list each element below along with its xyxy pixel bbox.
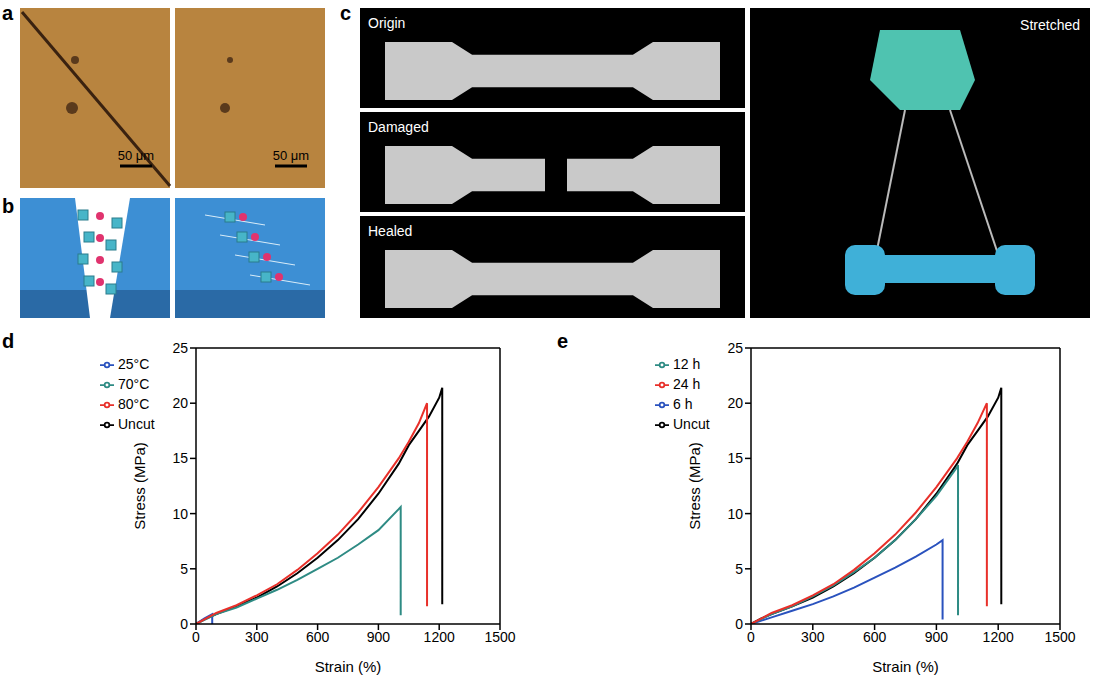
html-text:12 h: 12 h bbox=[673, 356, 701, 372]
svg-text:600: 600 bbox=[863, 629, 887, 645]
svg-text:Origin: Origin bbox=[368, 15, 405, 31]
svg-text:1500: 1500 bbox=[1044, 629, 1075, 645]
svg-text:300: 300 bbox=[245, 629, 269, 645]
svg-text:Strain (%): Strain (%) bbox=[315, 658, 382, 675]
svg-text:1200: 1200 bbox=[983, 629, 1014, 645]
html-text:24 h: 24 h bbox=[673, 376, 701, 392]
svg-text:50 μm: 50 μm bbox=[118, 148, 154, 163]
svg-text:1200: 1200 bbox=[424, 629, 455, 645]
svg-text:50 μm: 50 μm bbox=[273, 148, 309, 163]
html-text:25°C: 25°C bbox=[118, 356, 150, 372]
svg-text:0: 0 bbox=[192, 629, 200, 645]
svg-text:Healed: Healed bbox=[368, 223, 412, 239]
svg-text:0: 0 bbox=[747, 629, 755, 645]
svg-text:25: 25 bbox=[727, 340, 743, 356]
html-text:d: d bbox=[2, 330, 15, 352]
svg-text:5: 5 bbox=[180, 561, 188, 577]
svg-text:Strain (%): Strain (%) bbox=[872, 658, 939, 675]
svg-text:Stretched: Stretched bbox=[1020, 17, 1080, 33]
svg-text:20: 20 bbox=[727, 395, 743, 411]
svg-text:a: a bbox=[2, 2, 14, 24]
svg-text:15: 15 bbox=[727, 450, 743, 466]
svg-text:300: 300 bbox=[801, 629, 825, 645]
svg-text:15: 15 bbox=[172, 450, 188, 466]
svg-text:5: 5 bbox=[735, 561, 743, 577]
svg-text:0: 0 bbox=[735, 616, 743, 632]
svg-text:1500: 1500 bbox=[484, 629, 515, 645]
svg-text:20: 20 bbox=[172, 395, 188, 411]
html-text:e: e bbox=[557, 330, 569, 352]
svg-text:Damaged: Damaged bbox=[368, 119, 429, 135]
svg-text:600: 600 bbox=[306, 629, 330, 645]
html-text:Uncut: Uncut bbox=[673, 416, 710, 432]
html-text:Uncut: Uncut bbox=[118, 416, 155, 432]
svg-text:Stress (MPa): Stress (MPa) bbox=[131, 442, 148, 530]
html-text:70°C: 70°C bbox=[118, 376, 150, 392]
svg-text:b: b bbox=[2, 195, 14, 217]
svg-text:0: 0 bbox=[180, 616, 188, 632]
svg-text:Stress (MPa): Stress (MPa) bbox=[686, 442, 703, 530]
svg-text:10: 10 bbox=[727, 506, 743, 522]
svg-text:c: c bbox=[340, 2, 351, 24]
svg-text:25: 25 bbox=[172, 340, 188, 356]
html-text:80°C: 80°C bbox=[118, 396, 150, 412]
svg-text:10: 10 bbox=[172, 506, 188, 522]
svg-text:900: 900 bbox=[925, 629, 949, 645]
svg-text:900: 900 bbox=[367, 629, 391, 645]
html-text:6 h: 6 h bbox=[673, 396, 693, 412]
